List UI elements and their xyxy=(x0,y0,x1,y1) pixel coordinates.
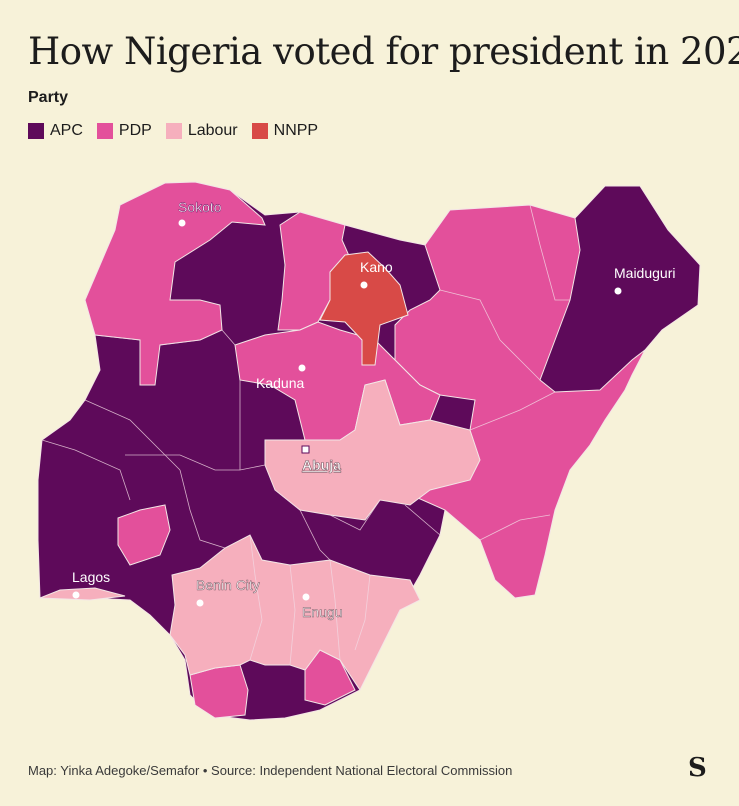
city-label-abuja: Abuja xyxy=(302,457,341,473)
source-credit: Map: Yinka Adegoke/Semafor • Source: Ind… xyxy=(28,763,513,778)
city-enugu: Enugu xyxy=(302,593,343,620)
city-marker-kaduna xyxy=(298,364,306,372)
city-label-maiduguri: Maiduguri xyxy=(614,265,675,281)
legend-item-pdp: PDP xyxy=(96,122,152,140)
city-label-sokoto: Sokoto xyxy=(178,199,222,215)
legend-title: Party xyxy=(28,89,69,106)
city-maiduguri: Maiduguri xyxy=(614,265,675,295)
city-label-enugu: Enugu xyxy=(302,604,342,620)
legend-label-pdp: PDP xyxy=(118,122,152,139)
legend-item-labour: Labour xyxy=(165,122,238,140)
city-lagos: Lagos xyxy=(72,569,110,599)
legend-swatch-nnpp xyxy=(251,123,268,139)
region-labour-central xyxy=(264,379,481,521)
city-marker-benin-city xyxy=(196,599,204,607)
city-kaduna: Kaduna xyxy=(256,364,306,391)
legend-swatch-pdp xyxy=(96,123,113,139)
city-label-kano: Kano xyxy=(360,259,393,275)
region-pdp-osun xyxy=(117,504,171,566)
city-marker-kano xyxy=(360,281,368,289)
city-label-lagos: Lagos xyxy=(72,569,110,585)
city-benin-city: Benin City xyxy=(196,577,260,607)
page-title: How Nigeria voted for president in 2023 xyxy=(28,30,739,73)
city-marker-maiduguri xyxy=(614,287,622,295)
city-marker-enugu xyxy=(302,593,310,601)
city-label-benin-city: Benin City xyxy=(196,577,260,593)
region-pdp-northwest xyxy=(84,181,266,386)
legend: APC PDP Labour NNPP xyxy=(28,122,318,140)
legend-label-labour: Labour xyxy=(187,122,238,139)
region-nnpp-kano xyxy=(319,251,409,366)
city-marker-sokoto xyxy=(178,219,186,227)
legend-label-apc: APC xyxy=(50,122,83,139)
city-abuja: Abuja xyxy=(301,445,341,473)
legend-swatch-labour xyxy=(165,123,182,139)
city-marker-lagos xyxy=(72,591,80,599)
legend-label-nnpp: NNPP xyxy=(273,122,319,139)
semafor-logo: S xyxy=(688,753,707,783)
city-sokoto: Sokoto xyxy=(178,199,222,227)
city-kano: Kano xyxy=(360,259,393,289)
legend-swatch-apc xyxy=(28,123,44,139)
city-label-kaduna: Kaduna xyxy=(256,375,304,391)
state-borders xyxy=(41,204,570,666)
legend-item-apc: APC xyxy=(28,122,83,140)
region-labour-lagos xyxy=(39,587,126,601)
legend-item-nnpp: NNPP xyxy=(251,122,319,140)
city-marker-abuja xyxy=(301,445,310,454)
